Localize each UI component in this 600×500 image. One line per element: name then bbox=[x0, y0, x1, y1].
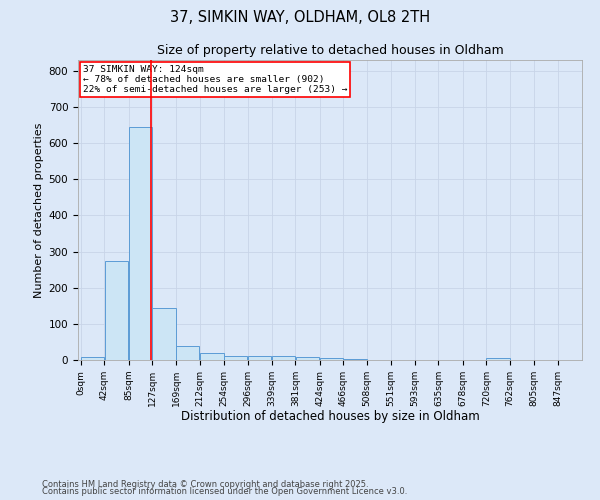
Bar bbox=[272, 356, 295, 360]
Bar bbox=[81, 357, 104, 360]
Text: Contains HM Land Registry data © Crown copyright and database right 2025.: Contains HM Land Registry data © Crown c… bbox=[42, 480, 368, 489]
Bar bbox=[176, 346, 199, 360]
Text: 37, SIMKIN WAY, OLDHAM, OL8 2TH: 37, SIMKIN WAY, OLDHAM, OL8 2TH bbox=[170, 10, 430, 25]
Bar bbox=[487, 358, 510, 360]
Bar bbox=[224, 356, 247, 360]
Y-axis label: Number of detached properties: Number of detached properties bbox=[34, 122, 44, 298]
Bar bbox=[152, 308, 176, 360]
Text: Contains public sector information licensed under the Open Government Licence v3: Contains public sector information licen… bbox=[42, 487, 407, 496]
Bar bbox=[248, 356, 271, 360]
X-axis label: Distribution of detached houses by size in Oldham: Distribution of detached houses by size … bbox=[181, 410, 479, 424]
Bar bbox=[343, 359, 367, 360]
Bar bbox=[104, 260, 128, 360]
Text: 37 SIMKIN WAY: 124sqm
← 78% of detached houses are smaller (902)
22% of semi-det: 37 SIMKIN WAY: 124sqm ← 78% of detached … bbox=[83, 64, 347, 94]
Bar bbox=[296, 357, 319, 360]
Title: Size of property relative to detached houses in Oldham: Size of property relative to detached ho… bbox=[157, 44, 503, 58]
Bar bbox=[320, 358, 343, 360]
Bar bbox=[129, 127, 152, 360]
Bar bbox=[200, 354, 224, 360]
